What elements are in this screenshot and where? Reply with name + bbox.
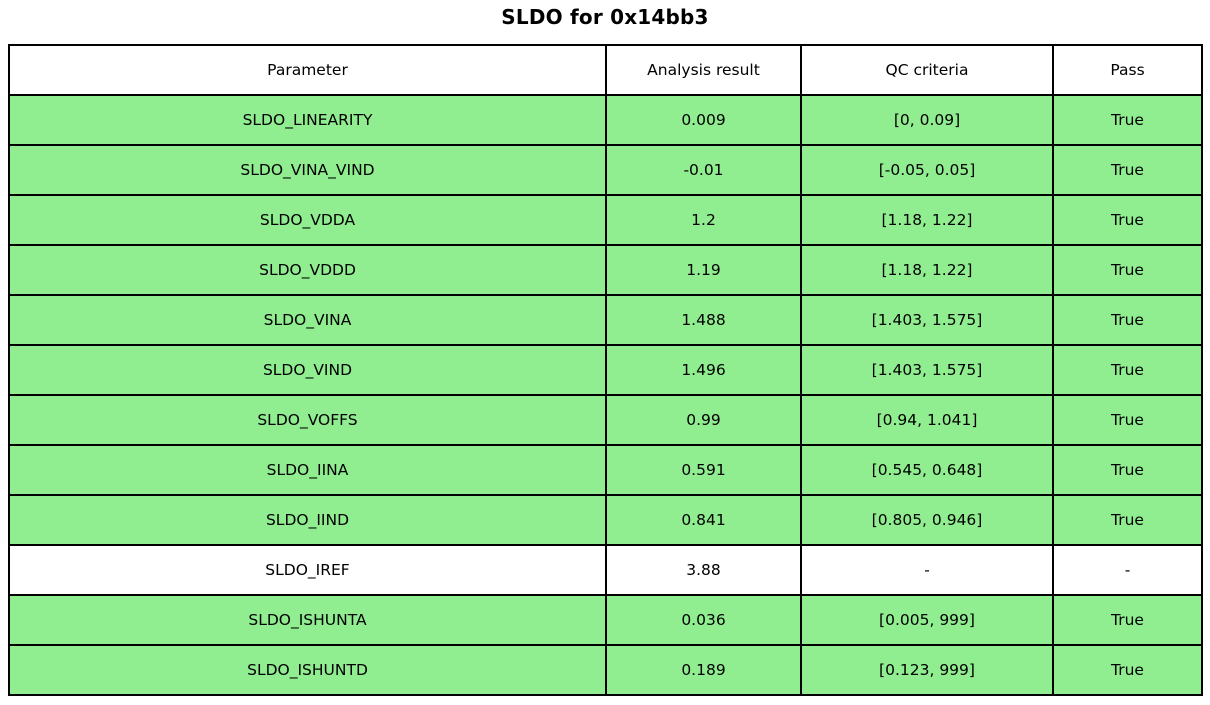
table-row: SLDO_VINA 1.488 [1.403, 1.575] True bbox=[8, 294, 1203, 346]
cell-analysis-result: 0.009 bbox=[605, 94, 802, 146]
cell-analysis-result: 0.99 bbox=[605, 394, 802, 446]
cell-parameter: SLDO_VINA bbox=[8, 294, 607, 346]
cell-pass: True bbox=[1052, 594, 1203, 646]
cell-qc-criteria: [0.005, 999] bbox=[800, 594, 1054, 646]
cell-parameter: SLDO_IREF bbox=[8, 544, 607, 596]
cell-parameter: SLDO_LINEARITY bbox=[8, 94, 607, 146]
cell-pass: True bbox=[1052, 244, 1203, 296]
cell-analysis-result: -0.01 bbox=[605, 144, 802, 196]
table-row: SLDO_IINA 0.591 [0.545, 0.648] True bbox=[8, 444, 1203, 496]
table-row: SLDO_LINEARITY 0.009 [0, 0.09] True bbox=[8, 94, 1203, 146]
cell-parameter: SLDO_IIND bbox=[8, 494, 607, 546]
col-header-pass: Pass bbox=[1052, 44, 1203, 96]
cell-analysis-result: 0.591 bbox=[605, 444, 802, 496]
table-row: SLDO_IIND 0.841 [0.805, 0.946] True bbox=[8, 494, 1203, 546]
col-header-parameter: Parameter bbox=[8, 44, 607, 96]
cell-qc-criteria: [1.18, 1.22] bbox=[800, 244, 1054, 296]
cell-pass: - bbox=[1052, 544, 1203, 596]
header-row: Parameter Analysis result QC criteria Pa… bbox=[8, 44, 1203, 96]
qc-table: Parameter Analysis result QC criteria Pa… bbox=[8, 44, 1203, 696]
cell-pass: True bbox=[1052, 444, 1203, 496]
cell-qc-criteria: [0.94, 1.041] bbox=[800, 394, 1054, 446]
cell-qc-criteria: [1.18, 1.22] bbox=[800, 194, 1054, 246]
cell-analysis-result: 1.19 bbox=[605, 244, 802, 296]
cell-analysis-result: 1.2 bbox=[605, 194, 802, 246]
cell-pass: True bbox=[1052, 144, 1203, 196]
table-row: SLDO_VIND 1.496 [1.403, 1.575] True bbox=[8, 344, 1203, 396]
cell-parameter: SLDO_ISHUNTA bbox=[8, 594, 607, 646]
cell-pass: True bbox=[1052, 644, 1203, 696]
cell-analysis-result: 1.496 bbox=[605, 344, 802, 396]
table-row: SLDO_ISHUNTD 0.189 [0.123, 999] True bbox=[8, 644, 1203, 696]
col-header-analysis-result: Analysis result bbox=[605, 44, 802, 96]
cell-qc-criteria: [1.403, 1.575] bbox=[800, 294, 1054, 346]
figure-title: SLDO for 0x14bb3 bbox=[501, 5, 709, 29]
cell-pass: True bbox=[1052, 94, 1203, 146]
cell-qc-criteria: [0.123, 999] bbox=[800, 644, 1054, 696]
table-row: SLDO_ISHUNTA 0.036 [0.005, 999] True bbox=[8, 594, 1203, 646]
cell-pass: True bbox=[1052, 294, 1203, 346]
col-header-qc-criteria: QC criteria bbox=[800, 44, 1054, 96]
table-row: SLDO_VOFFS 0.99 [0.94, 1.041] True bbox=[8, 394, 1203, 446]
cell-parameter: SLDO_VINA_VIND bbox=[8, 144, 607, 196]
cell-analysis-result: 1.488 bbox=[605, 294, 802, 346]
cell-qc-criteria: [-0.05, 0.05] bbox=[800, 144, 1054, 196]
cell-analysis-result: 0.036 bbox=[605, 594, 802, 646]
cell-pass: True bbox=[1052, 344, 1203, 396]
cell-analysis-result: 3.88 bbox=[605, 544, 802, 596]
cell-parameter: SLDO_VIND bbox=[8, 344, 607, 396]
cell-pass: True bbox=[1052, 394, 1203, 446]
cell-qc-criteria: [0.545, 0.648] bbox=[800, 444, 1054, 496]
cell-qc-criteria: [0.805, 0.946] bbox=[800, 494, 1054, 546]
table-row: SLDO_VDDA 1.2 [1.18, 1.22] True bbox=[8, 194, 1203, 246]
cell-qc-criteria: - bbox=[800, 544, 1054, 596]
table-row: SLDO_IREF 3.88- - bbox=[8, 544, 1203, 596]
cell-parameter: SLDO_VDDD bbox=[8, 244, 607, 296]
table-row: SLDO_VINA_VIND -0.01 [-0.05, 0.05] True bbox=[8, 144, 1203, 196]
cell-pass: True bbox=[1052, 494, 1203, 546]
cell-pass: True bbox=[1052, 194, 1203, 246]
cell-parameter: SLDO_VDDA bbox=[8, 194, 607, 246]
cell-parameter: SLDO_IINA bbox=[8, 444, 607, 496]
cell-analysis-result: 0.841 bbox=[605, 494, 802, 546]
table-row: SLDO_VDDD 1.19 [1.18, 1.22] True bbox=[8, 244, 1203, 296]
cell-qc-criteria: [1.403, 1.575] bbox=[800, 344, 1054, 396]
cell-parameter: SLDO_ISHUNTD bbox=[8, 644, 607, 696]
cell-analysis-result: 0.189 bbox=[605, 644, 802, 696]
cell-parameter: SLDO_VOFFS bbox=[8, 394, 607, 446]
cell-qc-criteria: [0, 0.09] bbox=[800, 94, 1054, 146]
